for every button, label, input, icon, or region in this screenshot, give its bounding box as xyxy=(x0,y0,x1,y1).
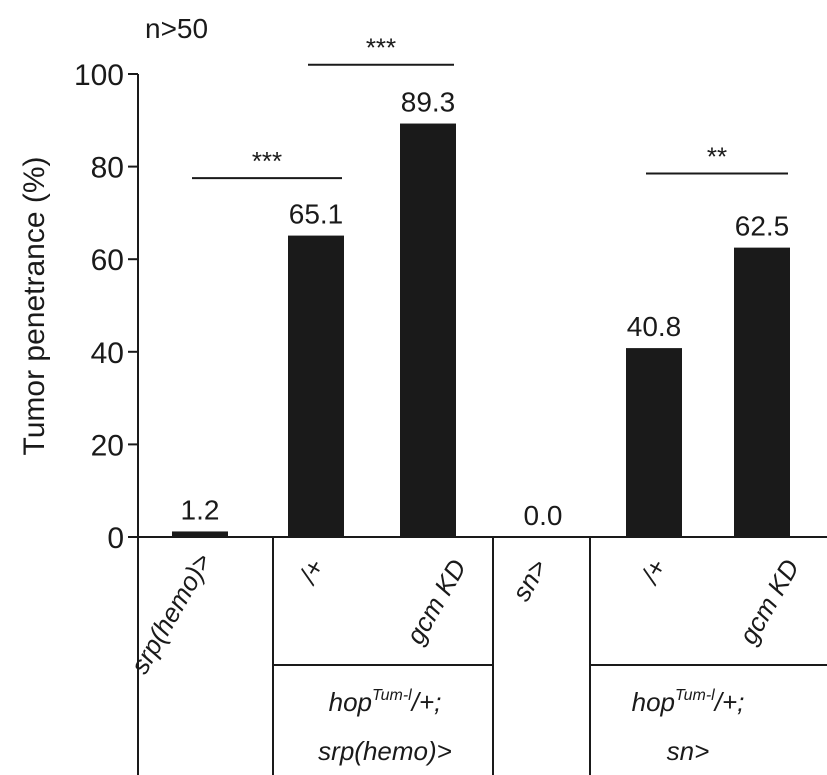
bars: 1.2 65.1 89.3 0.0 40.8 62.5 xyxy=(172,87,790,537)
bar-value-label: 65.1 xyxy=(289,199,344,230)
significance-stars: *** xyxy=(366,33,396,63)
y-tick-label: 60 xyxy=(91,244,124,277)
group-label-1: hopTum-l/+; xyxy=(329,687,442,717)
bar-value-label: 1.2 xyxy=(181,494,220,525)
bar-value-label: 40.8 xyxy=(627,311,682,342)
x-category-label: /+ xyxy=(634,554,672,590)
bar-value-label: 0.0 xyxy=(524,500,563,531)
x-category-label: /+ xyxy=(292,554,330,590)
bar-value-label: 62.5 xyxy=(735,211,790,242)
y-tick-label: 0 xyxy=(107,522,124,555)
bar xyxy=(172,531,228,537)
group-label-2: hopTum-l/+; xyxy=(632,687,745,717)
group-label-1-line2: srp(hemo)> xyxy=(318,736,452,766)
bar-value-label: 89.3 xyxy=(401,87,456,118)
bar xyxy=(626,348,682,537)
bar xyxy=(400,123,456,537)
group-label-2-line2: sn> xyxy=(667,736,710,766)
y-tick-label: 20 xyxy=(91,429,124,462)
bar xyxy=(734,247,790,537)
category-table: srp(hemo)> /+ gcm KD sn> /+ gcm KD xyxy=(124,536,827,775)
y-axis: 0 20 40 60 80 100 xyxy=(74,59,139,775)
x-category-label: gcm KD xyxy=(400,554,472,649)
significance-annotations: ******** xyxy=(192,33,788,180)
significance-stars: ** xyxy=(707,142,727,172)
y-tick-label: 100 xyxy=(74,59,124,92)
y-axis-label: Tumor penetrance (%) xyxy=(18,156,51,455)
significance-stars: *** xyxy=(252,146,282,176)
sample-size-annotation: n>50 xyxy=(145,13,208,44)
y-tick-label: 80 xyxy=(91,152,124,185)
x-category-label: sn> xyxy=(506,554,553,606)
x-category-label: gcm KD xyxy=(733,554,805,649)
y-tick-label: 40 xyxy=(91,337,124,370)
bar xyxy=(288,235,344,537)
